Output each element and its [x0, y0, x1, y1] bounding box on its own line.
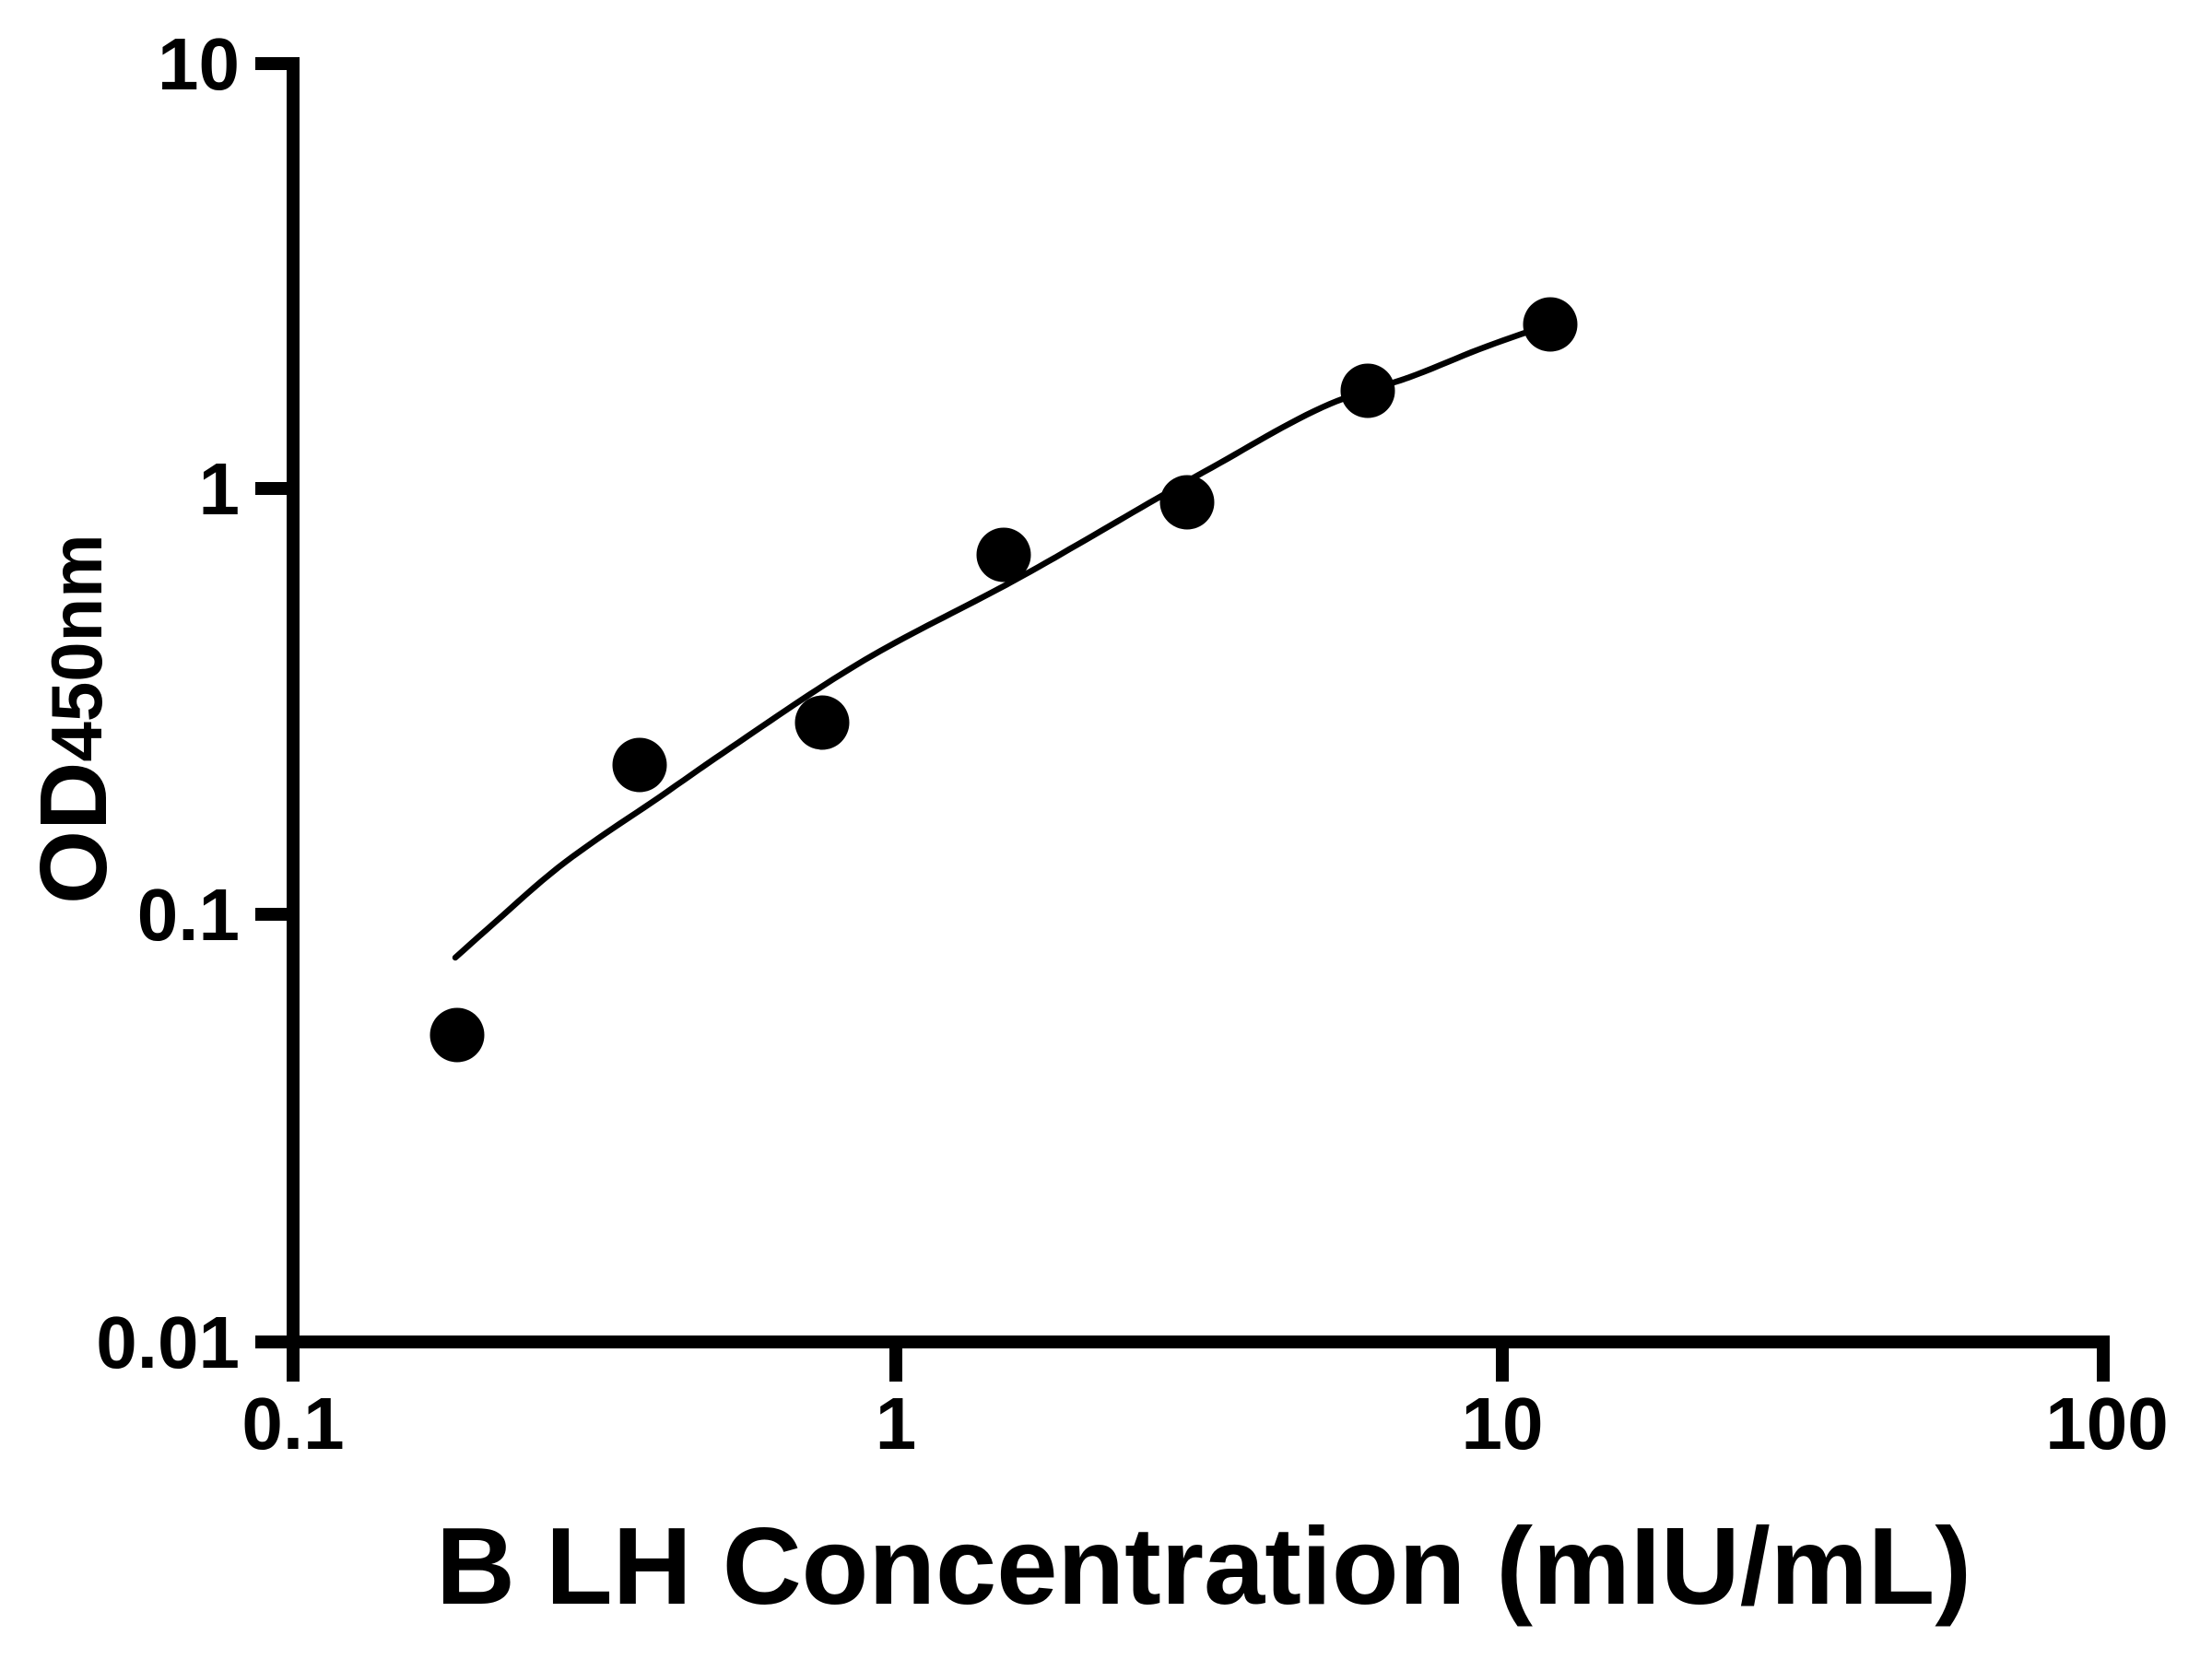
svg-text:1: 1 [876, 1382, 917, 1465]
svg-text:0.01: 0.01 [96, 1301, 240, 1383]
svg-text:1: 1 [199, 448, 241, 530]
svg-text:0.1: 0.1 [137, 874, 240, 956]
svg-text:100: 100 [2045, 1382, 2168, 1465]
svg-text:OD450nm: OD450nm [20, 534, 126, 904]
svg-text:B LH Concentration (mIU/mL): B LH Concentration (mIU/mL) [436, 1505, 1971, 1628]
svg-text:0.1: 0.1 [241, 1382, 344, 1465]
svg-text:10: 10 [158, 23, 240, 105]
svg-text:10: 10 [1462, 1382, 1544, 1465]
